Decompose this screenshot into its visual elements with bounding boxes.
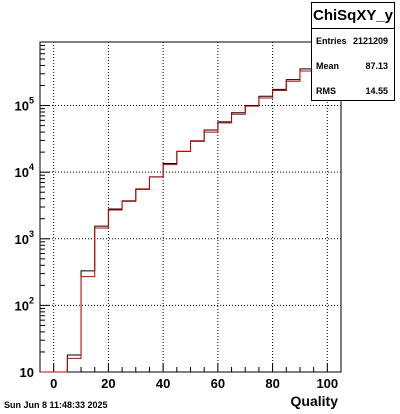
histogram-series-2: [40, 57, 341, 373]
stats-box: ChiSqXY_y Entries 2121209 Mean 87.13 RMS…: [311, 2, 395, 101]
series-group: [40, 57, 341, 373]
stats-value: 2121209: [352, 36, 388, 46]
y-tick-label: 10: [20, 365, 34, 380]
tick-labels: 0 20 40 60 80 100 10 102 103 104 105: [15, 96, 339, 391]
y-tick-label: 103: [15, 229, 34, 247]
grid-lines: [40, 42, 341, 372]
plot-frame: [39, 41, 342, 373]
stats-row-rms: RMS 14.55: [312, 79, 394, 104]
x-tick-label: 20: [101, 376, 115, 391]
stats-row-entries: Entries 2121209: [312, 29, 394, 54]
x-tick-label: 100: [316, 376, 338, 391]
histogram-series-1: [40, 57, 341, 373]
stats-row-mean: Mean 87.13: [312, 54, 394, 79]
timestamp-footer: Sun Jun 8 11:48:33 2025: [4, 400, 108, 410]
stats-title: ChiSqXY_y: [312, 3, 394, 29]
axis-ticks: [39, 41, 342, 373]
stats-value: 14.55: [365, 86, 388, 96]
x-tick-label: 80: [265, 376, 279, 391]
x-tick-label: 40: [156, 376, 170, 391]
x-tick-label: 0: [50, 376, 57, 391]
x-axis-label: Quality: [291, 393, 339, 409]
y-tick-label: 102: [15, 295, 34, 313]
y-tick-label: 105: [15, 96, 34, 114]
stats-value: 87.13: [365, 61, 388, 71]
stats-key: Entries: [316, 36, 347, 46]
stats-key: Mean: [316, 61, 340, 71]
x-tick-label: 60: [211, 376, 225, 391]
y-tick-label: 104: [15, 162, 34, 180]
stats-key: RMS: [316, 86, 336, 96]
